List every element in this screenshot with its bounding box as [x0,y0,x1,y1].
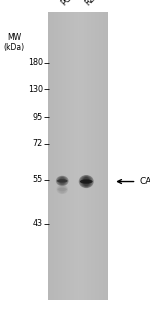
Ellipse shape [60,177,65,184]
Ellipse shape [57,176,68,186]
Ellipse shape [57,185,68,194]
Ellipse shape [81,176,92,187]
Text: Rat2: Rat2 [84,0,103,8]
Text: PC-12: PC-12 [60,0,82,8]
Ellipse shape [57,177,67,185]
Text: 180: 180 [28,58,43,67]
Text: 55: 55 [33,176,43,184]
Ellipse shape [57,179,68,183]
Ellipse shape [58,185,67,193]
Ellipse shape [60,186,64,192]
Ellipse shape [81,176,91,187]
Ellipse shape [59,186,66,193]
Ellipse shape [57,188,67,191]
Text: CAP1: CAP1 [140,177,150,186]
Ellipse shape [80,175,93,188]
Ellipse shape [79,175,94,188]
Ellipse shape [82,177,90,186]
Text: 43: 43 [33,219,43,228]
Ellipse shape [56,176,69,186]
Text: 130: 130 [28,85,43,94]
Text: MW
(kDa): MW (kDa) [4,33,25,52]
Text: 72: 72 [33,140,43,148]
Ellipse shape [58,177,66,185]
Ellipse shape [80,179,93,184]
Ellipse shape [57,185,67,194]
Ellipse shape [59,186,65,193]
Text: 95: 95 [33,113,43,122]
Bar [48,13,108,300]
Ellipse shape [83,177,89,186]
Ellipse shape [59,177,66,185]
